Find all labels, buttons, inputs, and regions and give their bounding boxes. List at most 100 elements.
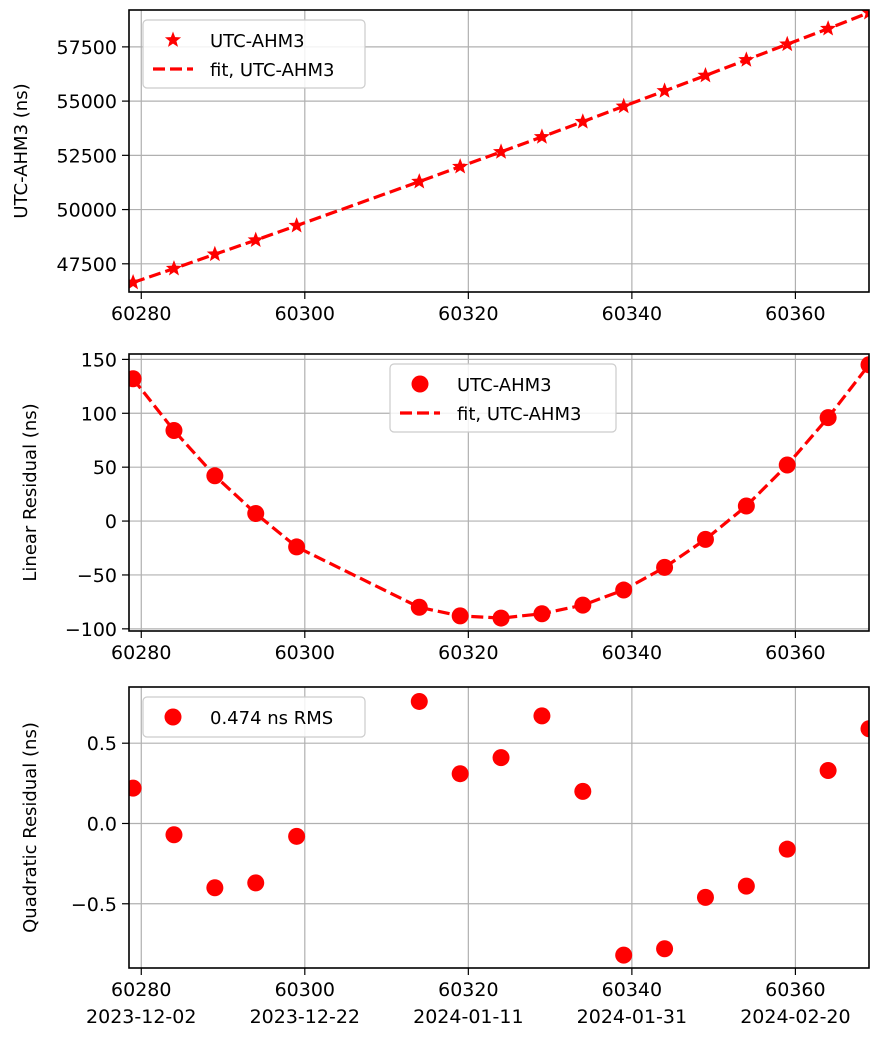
data-point (288, 538, 305, 555)
data-point (656, 940, 673, 957)
data-point (125, 780, 142, 797)
x-tick-label: 60360 (765, 303, 825, 325)
data-point (452, 607, 469, 624)
data-point (738, 878, 755, 895)
data-point (125, 370, 142, 387)
y-tick-label: 100 (81, 403, 117, 425)
data-point (820, 409, 837, 426)
x-tick-label: 60320 (438, 979, 498, 1001)
data-point-star (616, 98, 632, 113)
date-tick-label: 2024-02-20 (740, 1006, 850, 1028)
y-tick-label: 47500 (57, 254, 117, 276)
data-point (656, 559, 673, 576)
data-point-star (779, 36, 795, 51)
data-point-star (657, 82, 673, 97)
subplot-3: 60280 2023-12-02 60300 2023-12-22 60320 2024-… (20, 687, 870, 1028)
data-point (206, 879, 223, 896)
legend-label: UTC-AHM3 (457, 375, 552, 396)
data-point (247, 874, 264, 891)
data-point (165, 826, 182, 843)
date-tick-label: 2024-01-11 (413, 1006, 523, 1028)
data-point-star (166, 260, 182, 275)
y-tick-label: 150 (81, 349, 117, 371)
data-point (288, 828, 305, 845)
y-tick-label: 0.5 (87, 733, 117, 755)
date-tick-label: 2023-12-02 (86, 1006, 196, 1028)
y-axis-label: UTC-AHM3 (ns) (11, 83, 32, 218)
data-point (533, 707, 550, 724)
x-tick-label: 60340 (602, 303, 662, 325)
data-point (615, 947, 632, 964)
y-tick-label: 50 (93, 457, 117, 479)
data-point (615, 582, 632, 599)
x-tick-label: 60300 (275, 979, 335, 1001)
y-tick-label: −100 (65, 619, 117, 641)
y-tick-label: −0.5 (71, 894, 117, 916)
x-tick-label: 60280 (111, 979, 171, 1001)
data-point (452, 765, 469, 782)
data-point-star (820, 20, 836, 35)
data-point (493, 749, 510, 766)
y-tick-label: −50 (77, 565, 117, 587)
data-point-star (125, 274, 141, 289)
date-tick-label: 2024-01-31 (577, 1006, 687, 1028)
data-point (779, 841, 796, 858)
data-point-star (248, 232, 264, 247)
data-point (206, 467, 223, 484)
legend: UTC-AHM3 fit, UTC-AHM3 (143, 20, 365, 88)
data-point (165, 422, 182, 439)
data-point (574, 783, 591, 800)
data-point (533, 605, 550, 622)
y-tick-label: 0 (105, 511, 117, 533)
legend-label: fit, UTC-AHM3 (457, 404, 581, 425)
x-tick-label: 60360 (765, 979, 825, 1001)
data-point (738, 497, 755, 514)
data-point-star (411, 173, 427, 188)
y-tick-label: 52500 (57, 145, 117, 167)
data-point (411, 693, 428, 710)
y-axis-label: Quadratic Residual (ns) (20, 722, 41, 933)
legend-label: UTC-AHM3 (210, 31, 305, 52)
x-tick-label: 60340 (602, 642, 662, 664)
subplot-1: 60280 60300 60320 60340 60360 47500 50000 52500… (11, 4, 870, 325)
x-tick-label: 60300 (275, 642, 335, 664)
data-point (820, 762, 837, 779)
y-tick-label: 0.0 (87, 813, 117, 835)
legend-label: fit, UTC-AHM3 (210, 60, 334, 81)
data-point-star (289, 217, 305, 232)
legend-marker-handle (412, 376, 429, 393)
legend-marker-handle (165, 709, 182, 726)
x-tick-label: 60320 (438, 303, 498, 325)
data-point (779, 457, 796, 474)
data-point (574, 597, 591, 614)
data-point-star (534, 128, 550, 143)
data-point (493, 610, 510, 627)
date-tick-label: 2023-12-22 (250, 1006, 360, 1028)
y-tick-label: 50000 (57, 200, 117, 222)
y-tick-label: 57500 (57, 37, 117, 59)
data-point (697, 531, 714, 548)
data-point-star (575, 113, 591, 128)
legend-label: 0.474 ns RMS (210, 708, 333, 729)
data-point-star (452, 158, 468, 173)
legend: UTC-AHM3 fit, UTC-AHM3 (390, 364, 616, 432)
subplot-2: 60280 60300 60320 60340 60360 −100 −50 0 50 100 15… (20, 349, 870, 664)
data-point-star (738, 51, 754, 66)
y-tick-label: 55000 (57, 91, 117, 113)
data-point (697, 889, 714, 906)
y-axis-label: Linear Residual (ns) (20, 403, 41, 581)
x-tick-label: 60280 (111, 303, 171, 325)
x-tick-label: 60340 (602, 979, 662, 1001)
data-point-star (207, 246, 223, 261)
x-tick-label: 60360 (765, 642, 825, 664)
data-point-star (493, 143, 509, 158)
data-point (411, 599, 428, 616)
data-point-star (697, 67, 713, 82)
x-tick-label: 60280 (111, 642, 171, 664)
legend: 0.474 ns RMS (143, 697, 365, 737)
data-point (247, 505, 264, 522)
x-tick-label: 60300 (275, 303, 335, 325)
x-tick-label: 60320 (438, 642, 498, 664)
